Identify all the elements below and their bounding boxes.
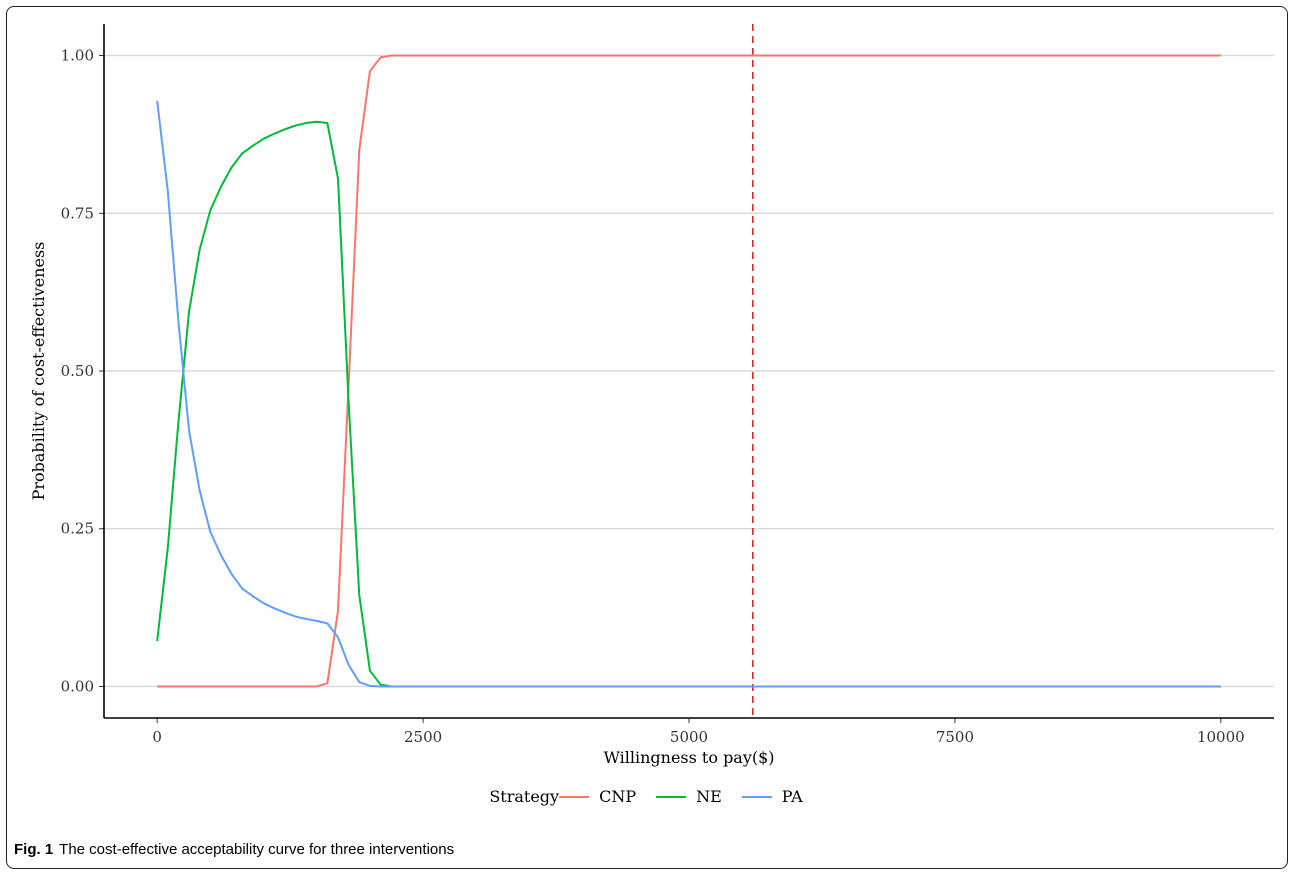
y-tick-label: 0.00 (61, 677, 94, 695)
y-axis-title: Probability of cost-effectiveness (29, 242, 48, 501)
y-tick-label: 0.75 (61, 204, 94, 222)
figure-frame (6, 6, 1288, 869)
legend-label-ne: NE (696, 787, 722, 806)
caption-label: Fig. 1 (14, 841, 54, 858)
caption-text: The cost-effective acceptability curve f… (59, 841, 455, 858)
y-tick-label: 1.00 (61, 47, 94, 65)
x-tick-label: 2500 (404, 728, 442, 746)
x-tick-label: 5000 (670, 728, 708, 746)
legend: Strategy CNP NE PA (489, 787, 803, 806)
legend-label-cnp: CNP (599, 787, 636, 806)
x-tick-label: 10000 (1197, 728, 1245, 746)
figure-caption: Fig. 1 The cost-effective acceptability c… (14, 841, 454, 858)
series-line-cnp (157, 54, 1221, 688)
series-layer (156, 54, 1221, 688)
x-axis-title: Willingness to pay($) (603, 748, 774, 767)
series-line-ne (156, 120, 1221, 688)
legend-label-pa: PA (782, 787, 803, 806)
series-line-pa (156, 100, 1221, 688)
y-tick-label: 0.25 (61, 520, 94, 538)
y-tick-label: 0.50 (61, 362, 94, 380)
grid-lines (104, 54, 1274, 688)
legend-title: Strategy (489, 787, 559, 806)
x-tick-label: 0 (152, 728, 162, 746)
axes: 0.00 0.25 0.50 0.75 1.00 0 2500 5000 7500 10000 Wi… (29, 24, 1274, 767)
x-tick-label: 7500 (936, 728, 974, 746)
